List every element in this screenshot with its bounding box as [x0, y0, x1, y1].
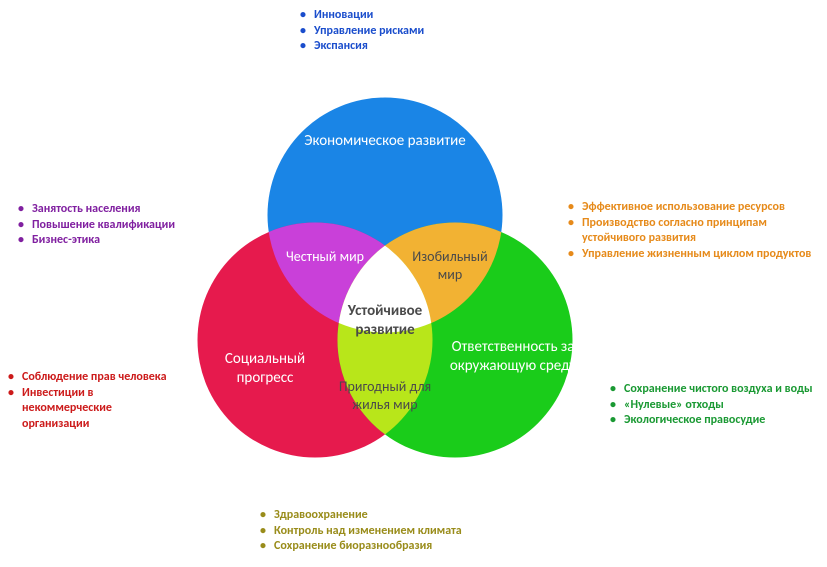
bullets-right-lower: Сохранение чистого воздуха и воды«Нулевы…: [610, 382, 820, 429]
label-honest-world: Честный мир: [280, 248, 370, 266]
bullet-item: Эффективное использование ресурсов: [568, 200, 818, 216]
bullets-left-upper: Занятость населенияПовышение квалификаци…: [18, 202, 175, 249]
label-environment: Ответственность за окружающую среду: [433, 338, 593, 376]
bullet-item: Соблюдение прав человека: [8, 370, 173, 386]
bullet-item: Сохранение биоразнообразия: [260, 539, 462, 555]
bullet-item: Управление рисками: [300, 24, 424, 40]
label-livable-world: Пригодный для жилья мир: [320, 378, 450, 413]
bullets-top: ИнновацииУправление рискамиЭкспансия: [300, 8, 424, 55]
bullet-item: Инвестиции в некоммерческие организации: [8, 386, 173, 433]
venn-diagram: Экономическое развитие Социальный прогре…: [175, 70, 595, 490]
label-abundant-world: Изобильный мир: [400, 248, 500, 283]
label-economic: Экономическое развитие: [295, 132, 475, 151]
bullet-item: Экспансия: [300, 39, 424, 55]
bullets-bottom: ЗдравоохранениеКонтроль над изменением к…: [260, 508, 462, 555]
bullets-right-upper: Эффективное использование ресурсовПроизв…: [568, 200, 818, 262]
bullet-item: Управление жизненным циклом продуктов: [568, 247, 818, 263]
label-sustainable-dev: Устойчивое развитие: [325, 302, 445, 340]
bullet-item: Производство согласно принципам устойчив…: [568, 216, 818, 247]
bullet-item: Повышение квалификации: [18, 218, 175, 234]
bullets-left-lower: Соблюдение прав человекаИнвестиции в нек…: [8, 370, 173, 432]
bullet-item: Занятость населения: [18, 202, 175, 218]
bullet-item: Инновации: [300, 8, 424, 24]
bullet-item: Контроль над изменением климата: [260, 524, 462, 540]
bullet-item: Здравоохранение: [260, 508, 462, 524]
label-social: Социальный прогресс: [195, 350, 335, 388]
bullet-item: Экологическое правосудие: [610, 413, 820, 429]
bullet-item: Сохранение чистого воздуха и воды: [610, 382, 820, 398]
bullet-item: Бизнес-этика: [18, 233, 175, 249]
bullet-item: «Нулевые» отходы: [610, 398, 820, 414]
